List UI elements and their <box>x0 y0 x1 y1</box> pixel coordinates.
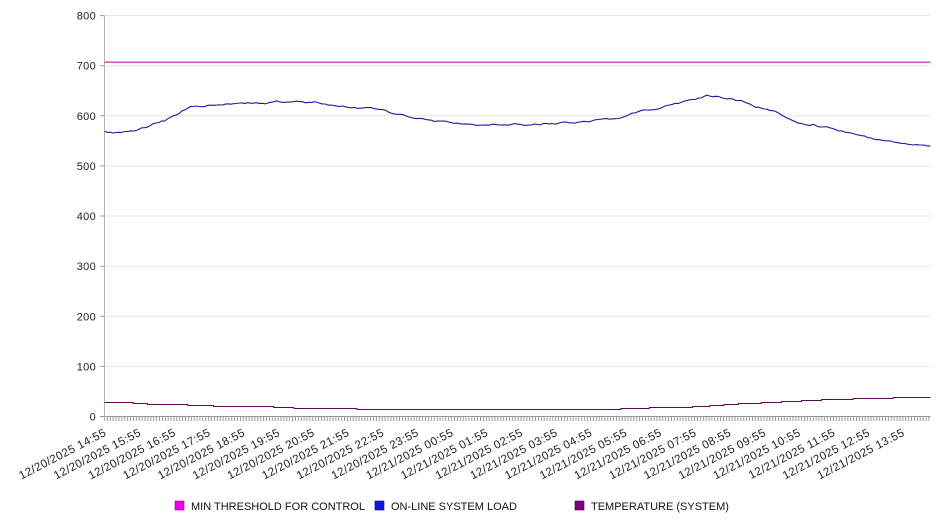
svg-text:TEMPERATURE (SYSTEM): TEMPERATURE (SYSTEM) <box>591 501 729 513</box>
svg-text:0: 0 <box>90 412 96 424</box>
svg-text:MIN THRESHOLD FOR CONTROL: MIN THRESHOLD FOR CONTROL <box>191 501 365 513</box>
svg-text:300: 300 <box>77 261 96 273</box>
svg-text:200: 200 <box>77 311 96 323</box>
svg-text:100: 100 <box>77 361 96 373</box>
svg-text:400: 400 <box>77 211 96 223</box>
svg-text:ON-LINE SYSTEM LOAD: ON-LINE SYSTEM LOAD <box>391 501 517 513</box>
svg-text:700: 700 <box>77 61 96 73</box>
svg-text:800: 800 <box>77 11 96 23</box>
svg-text:500: 500 <box>77 161 96 173</box>
svg-text:600: 600 <box>77 111 96 123</box>
